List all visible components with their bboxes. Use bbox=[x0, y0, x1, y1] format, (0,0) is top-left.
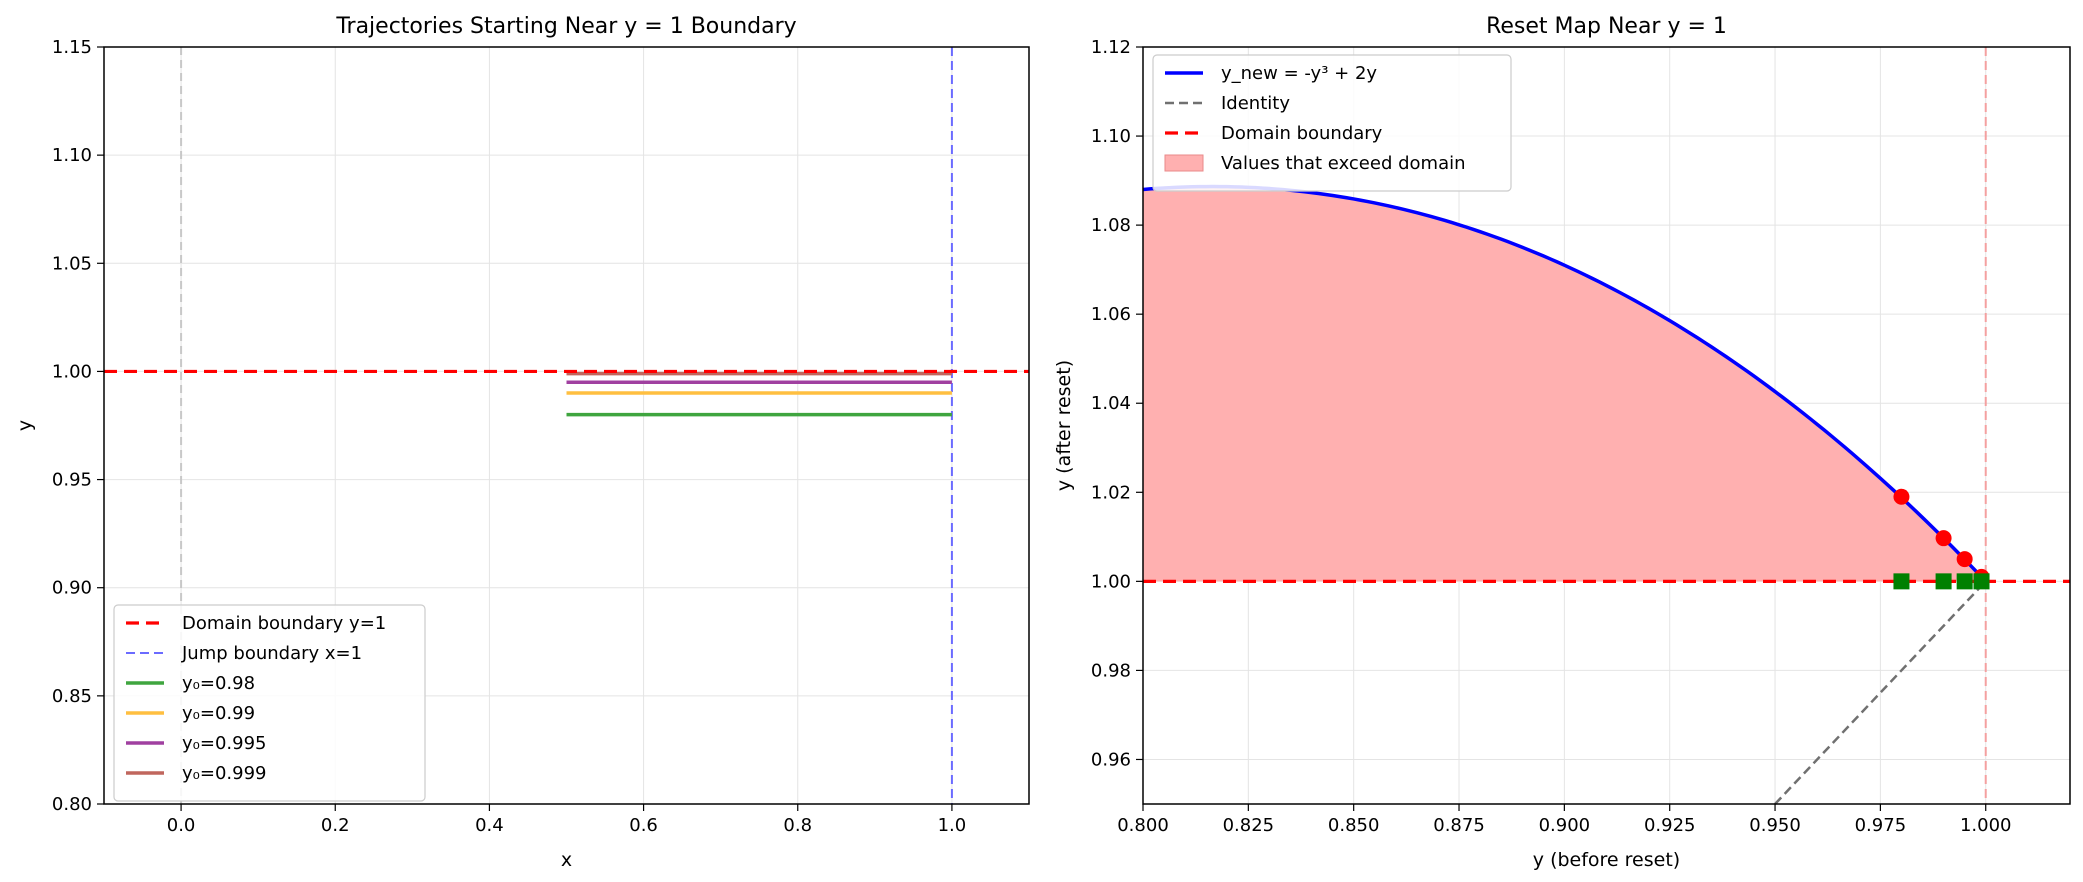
left-legend: Domain boundary y=1 Jump boundary x=1 y₀=0… bbox=[113, 604, 426, 802]
left-legend-label: y₀=0.995 bbox=[182, 733, 266, 754]
left-x-tick-label: 0.4 bbox=[475, 815, 504, 836]
left-legend-label: y₀=0.99 bbox=[182, 703, 255, 724]
right-x-tick-label: 0.975 bbox=[1855, 815, 1907, 836]
right-legend-frame bbox=[1152, 54, 1512, 192]
left-y-axis-label: y bbox=[14, 420, 36, 431]
right-y-tick-label: 1.00 bbox=[1091, 571, 1131, 592]
left-x-tick-label: 0.8 bbox=[783, 815, 812, 836]
right-x-tick-label: 0.900 bbox=[1539, 815, 1591, 836]
right-y-tick-label: 1.02 bbox=[1091, 482, 1131, 503]
left-plot-frame bbox=[103, 46, 1030, 805]
right-chart: Reset Map Near y = 1 y (before reset) y … bbox=[1053, 14, 2071, 871]
reset-point-marker bbox=[1935, 530, 1952, 547]
clamped-point-marker bbox=[1893, 573, 1910, 590]
right-x-tick-label: 0.825 bbox=[1223, 815, 1275, 836]
right-legend-label: y_new = -y³ + 2y bbox=[1221, 63, 1377, 84]
left-x-tick-label: 0.6 bbox=[629, 815, 658, 836]
reset-point-marker bbox=[1893, 488, 1910, 505]
identity-line bbox=[1774, 580, 1987, 805]
right-y-tick-label: 1.06 bbox=[1091, 304, 1131, 325]
clamped-point-marker bbox=[1973, 573, 1990, 590]
right-plot-frame bbox=[1142, 46, 2071, 805]
left-x-tick-label: 1.0 bbox=[938, 815, 967, 836]
left-x-tick-label: 0.2 bbox=[321, 815, 350, 836]
right-y-axis-label: y (after reset) bbox=[1053, 360, 1075, 491]
right-legend-swatch bbox=[1164, 154, 1204, 172]
right-y-tick-label: 1.08 bbox=[1091, 215, 1131, 236]
right-chart-title: Reset Map Near y = 1 bbox=[1486, 14, 1727, 39]
left-chart-title: Trajectories Starting Near y = 1 Boundar… bbox=[335, 14, 796, 39]
right-y-tick-label: 0.96 bbox=[1091, 749, 1131, 770]
left-chart: Trajectories Starting Near y = 1 Boundar… bbox=[14, 14, 1030, 871]
right-x-tick-label: 1.000 bbox=[1960, 815, 2012, 836]
right-x-tick-label: 0.875 bbox=[1433, 815, 1485, 836]
left-y-tick-label: 0.95 bbox=[52, 470, 92, 491]
right-y-tick-label: 1.10 bbox=[1091, 126, 1131, 147]
left-y-tick-label: 0.85 bbox=[52, 686, 92, 707]
left-y-tick-label: 0.80 bbox=[52, 794, 92, 815]
right-y-tick-label: 0.98 bbox=[1091, 660, 1131, 681]
left-y-tick-label: 1.10 bbox=[52, 145, 92, 166]
right-x-tick-label: 0.800 bbox=[1117, 815, 1169, 836]
right-legend-label: Domain boundary bbox=[1221, 123, 1383, 144]
left-x-axis-label: x bbox=[561, 849, 572, 871]
clamped-point-marker bbox=[1956, 573, 1973, 590]
right-legend: y_new = -y³ + 2y Identity Domain boundary V… bbox=[1152, 54, 1512, 192]
right-x-tick-label: 0.925 bbox=[1644, 815, 1696, 836]
left-legend-label: Jump boundary x=1 bbox=[181, 643, 362, 664]
left-y-tick-label: 0.90 bbox=[52, 578, 92, 599]
right-x-tick-label: 0.950 bbox=[1749, 815, 1801, 836]
left-y-tick-label: 1.00 bbox=[52, 361, 92, 382]
reset-point-marker bbox=[1956, 551, 1973, 568]
right-legend-label: Values that exceed domain bbox=[1221, 153, 1466, 174]
right-x-tick-label: 0.850 bbox=[1328, 815, 1380, 836]
left-legend-label: Domain boundary y=1 bbox=[182, 613, 386, 634]
right-y-tick-label: 1.12 bbox=[1091, 37, 1131, 58]
left-legend-frame bbox=[113, 604, 426, 802]
left-legend-label: y₀=0.98 bbox=[182, 673, 255, 694]
left-x-tick-label: 0.0 bbox=[167, 815, 196, 836]
right-x-axis-label: y (before reset) bbox=[1533, 849, 1680, 871]
right-legend-label: Identity bbox=[1221, 93, 1290, 114]
left-y-tick-label: 1.15 bbox=[52, 37, 92, 58]
left-legend-label: y₀=0.999 bbox=[182, 763, 266, 784]
exceed-domain-fill bbox=[1143, 186, 1986, 582]
left-y-tick-label: 1.05 bbox=[52, 253, 92, 274]
clamped-point-marker bbox=[1935, 573, 1952, 590]
right-y-tick-label: 1.04 bbox=[1091, 393, 1131, 414]
